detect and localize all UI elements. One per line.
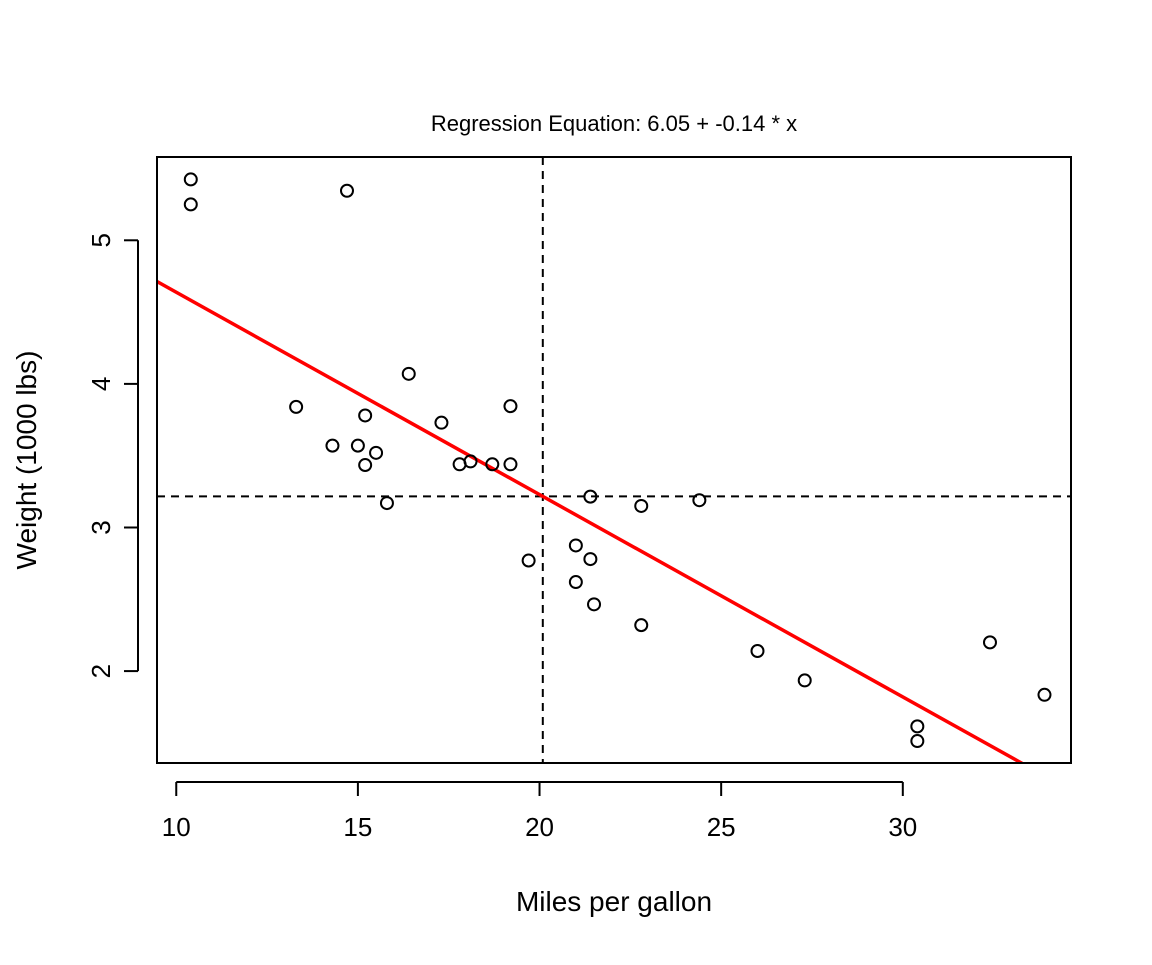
data-point	[583, 552, 598, 567]
y-tick-label: 4	[86, 377, 116, 391]
data-point	[797, 673, 812, 688]
data-point	[634, 498, 649, 513]
data-point	[358, 408, 373, 423]
plot-frame	[156, 156, 1072, 764]
data-point	[634, 618, 649, 633]
regression-line	[157, 280, 1025, 763]
x-axis-label: Miles per gallon	[516, 886, 712, 917]
data-point	[583, 489, 598, 504]
data-point	[369, 445, 384, 460]
data-point	[350, 438, 365, 453]
x-tick-label: 20	[525, 812, 554, 842]
x-tick-label: 30	[888, 812, 917, 842]
y-tick-label: 3	[86, 520, 116, 534]
data-point	[568, 538, 583, 553]
data-point	[910, 734, 925, 749]
data-point	[692, 493, 707, 508]
y-tick-label: 5	[86, 233, 116, 247]
data-point	[379, 496, 394, 511]
y-axis-label: Weight (1000 lbs)	[11, 351, 42, 570]
data-point	[183, 197, 198, 212]
data-point	[503, 399, 518, 414]
x-tick-label: 15	[343, 812, 372, 842]
data-point	[1037, 687, 1052, 702]
data-point	[485, 457, 500, 472]
data-point	[750, 643, 765, 658]
data-point	[339, 183, 354, 198]
data-point	[358, 458, 373, 473]
x-tick-label: 10	[162, 812, 191, 842]
data-point	[289, 399, 304, 414]
data-point	[568, 575, 583, 590]
data-points	[183, 172, 1052, 749]
y-tick-label: 2	[86, 664, 116, 678]
data-point	[982, 635, 997, 650]
data-point	[503, 457, 518, 472]
data-point	[183, 172, 198, 187]
x-tick-label: 25	[707, 812, 736, 842]
data-point	[325, 438, 340, 453]
data-point	[910, 719, 925, 734]
data-point	[452, 457, 467, 472]
data-point	[587, 597, 602, 612]
chart-title: Regression Equation: 6.05 + -0.14 * x	[431, 111, 797, 136]
data-point	[434, 415, 449, 430]
data-point	[521, 553, 536, 568]
data-point	[401, 366, 416, 381]
